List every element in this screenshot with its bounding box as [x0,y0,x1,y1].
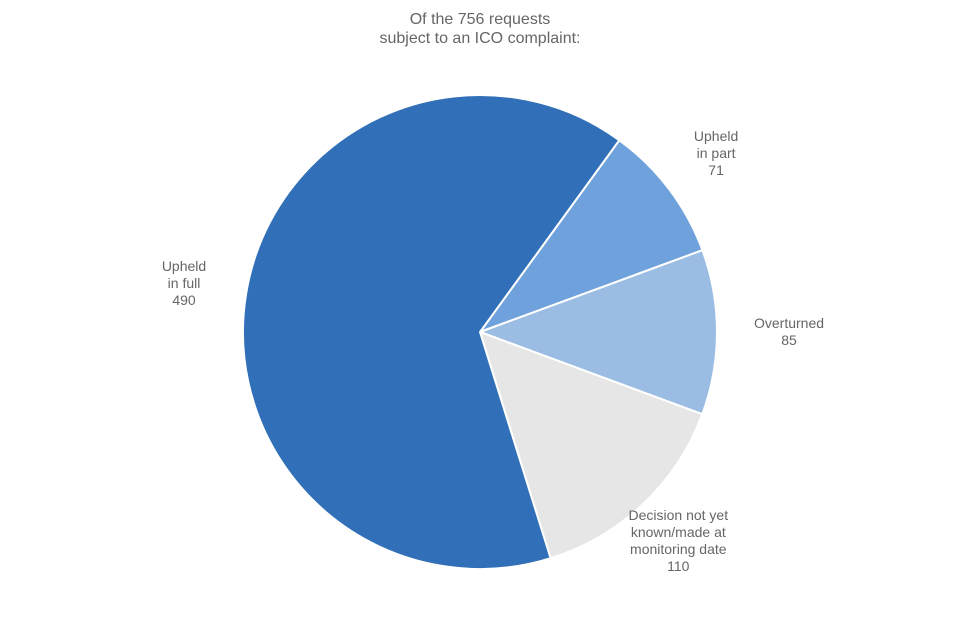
slice-name-label: in part [696,145,736,161]
pie-slice [477,138,704,335]
pie-slice [478,330,704,560]
slice-name-label: Upheld [693,128,739,144]
slice-name-label: Upheld [161,257,207,274]
pie-slice [477,248,719,416]
slice-name-label: Overturned [753,315,825,332]
slice-value-label: 110 [667,557,690,574]
slice-name-label: Decision not yet [628,506,729,523]
chart-title-line-2: subject to an ICO complaint: [379,30,581,47]
chart-title-line-1: Of the 756 requests [409,11,551,28]
slice-value-label: 490 [172,291,196,308]
pie-slice [242,94,621,570]
slice-label: Decision not yet known/made at monitoring … [628,507,728,575]
slice-name-label: known/made at [630,523,726,540]
slice-value-label: 85 [781,332,797,349]
slice-label: Upheld in full 490 [162,258,206,309]
slice-name-label: monitoring date [630,540,727,557]
slice-name-label: in full [167,274,201,291]
slice-label: Overturned 85 [754,315,824,349]
slice-value-label: 71 [708,162,724,178]
chart-title: Of the 756 requests subject to an ICO co… [0,10,960,48]
slice-label: Upheld in part 71 [694,128,738,179]
